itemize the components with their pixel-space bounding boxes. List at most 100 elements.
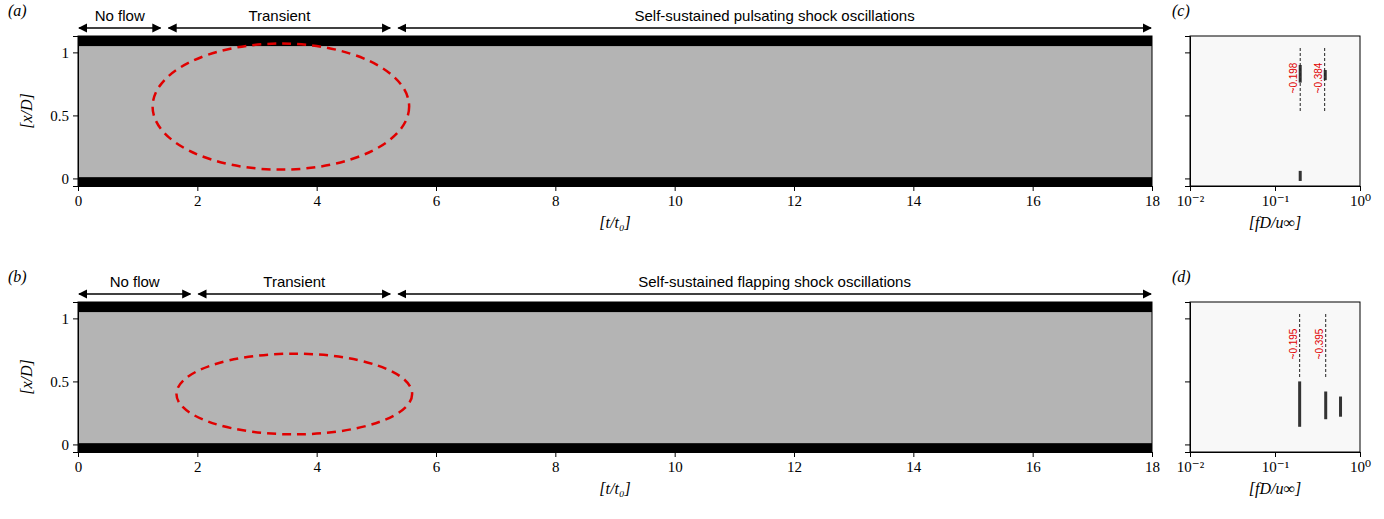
- tick: 16: [1026, 452, 1042, 475]
- axis-line: [1191, 187, 1361, 192]
- tick: 0.5: [50, 374, 78, 390]
- tick: [1185, 381, 1190, 382]
- tick: 0: [75, 186, 83, 209]
- marker-label: ~0.395: [1314, 328, 1325, 359]
- tick: 14: [906, 452, 922, 475]
- tick-mark: [1360, 452, 1361, 457]
- spectral-peak: [1324, 391, 1327, 419]
- tick: 10⁰: [1350, 452, 1371, 475]
- tick-label: 1: [62, 45, 70, 61]
- tick-mark: [1033, 186, 1034, 191]
- x-axis-title: [fD/u∞]: [1249, 480, 1301, 498]
- tick-label: 0.5: [50, 108, 69, 124]
- tick-label: 0: [62, 437, 70, 453]
- axis: 10⁻²10⁻¹10⁰: [1177, 452, 1371, 475]
- region-label: Self-sustained flapping shock oscillatio…: [638, 273, 911, 290]
- tick: [1185, 178, 1190, 179]
- tick-label: 0: [75, 459, 83, 475]
- panel-letter: (c): [1172, 2, 1190, 20]
- tick-mark: [1185, 444, 1190, 445]
- tick: 0: [62, 171, 79, 187]
- tick-mark: [1275, 452, 1276, 457]
- wall: [78, 302, 1152, 312]
- panel-letter: (d): [1172, 268, 1191, 286]
- region-label: Self-sustained pulsating shock oscillati…: [635, 7, 915, 24]
- axis: 00.51: [50, 303, 78, 453]
- tick-mark: [1033, 452, 1034, 457]
- axis-line: [1185, 37, 1191, 187]
- panel: 02468101214161800.51[t/t₀][x/D](b)No flo…: [8, 268, 1160, 497]
- tick-mark: [675, 186, 676, 191]
- axis-line: [79, 187, 1153, 192]
- panel-letter: (a): [8, 2, 27, 20]
- tick-mark: [1185, 381, 1190, 382]
- tick: 18: [1145, 186, 1160, 209]
- spectral-peak: [1339, 397, 1342, 417]
- marker-label: ~0.384: [1313, 62, 1324, 93]
- tick-label: 0: [62, 171, 70, 187]
- plot-frame: [1190, 36, 1360, 186]
- tick-label: 12: [787, 459, 802, 475]
- plot-marks: [1298, 314, 1342, 427]
- tick-mark: [73, 115, 78, 116]
- tick: 6: [433, 452, 441, 475]
- tick-mark: [913, 452, 914, 457]
- tick-label: 0: [75, 193, 83, 209]
- tick-label: 18: [1145, 459, 1160, 475]
- tick-label: 18: [1145, 193, 1160, 209]
- tick: [1185, 444, 1190, 445]
- tick: 14: [906, 186, 922, 209]
- tick-mark: [1185, 52, 1190, 53]
- tick: 6: [433, 186, 441, 209]
- spectral-peak: [1299, 171, 1302, 181]
- axis-line: [79, 453, 1153, 458]
- plot-marks: [1299, 48, 1327, 181]
- tick-label: 16: [1026, 459, 1042, 475]
- tick-label: 10⁰: [1350, 193, 1371, 209]
- wall: [78, 443, 1152, 452]
- tick-mark: [73, 178, 78, 179]
- wall: [78, 36, 1152, 46]
- tick: 10⁻¹: [1262, 452, 1289, 475]
- tick: 0: [62, 437, 79, 453]
- tick: 1: [62, 311, 79, 327]
- tick-mark: [1360, 186, 1361, 191]
- tick: 1: [62, 45, 79, 61]
- tick: 8: [552, 452, 560, 475]
- tick-label: 10: [668, 459, 683, 475]
- tick-label: 16: [1026, 193, 1042, 209]
- marker-label: ~0.195: [1288, 328, 1299, 359]
- tick-mark: [73, 381, 78, 382]
- plot-marks: [78, 36, 1152, 186]
- tick-mark: [794, 452, 795, 457]
- tick: 12: [787, 186, 802, 209]
- region-arrow: [79, 27, 161, 28]
- tick-mark: [436, 186, 437, 191]
- tick-label: 2: [194, 193, 202, 209]
- tick-label: 1: [62, 311, 70, 327]
- marker-label: ~0.198: [1288, 62, 1299, 93]
- tick: [1185, 318, 1190, 319]
- axis: [1185, 37, 1191, 187]
- y-axis-title: [x/D]: [18, 359, 35, 395]
- region-arrow: [398, 293, 1151, 294]
- tick-mark: [1185, 178, 1190, 179]
- tick-mark: [197, 186, 198, 191]
- tick-mark: [794, 186, 795, 191]
- tick: 0: [75, 452, 83, 475]
- wall: [78, 177, 1152, 186]
- plot-frame: [1190, 302, 1360, 452]
- plot-background: [1190, 302, 1360, 452]
- tick-label: 10⁻¹: [1262, 193, 1289, 209]
- plot-background: [78, 302, 1152, 452]
- tick-mark: [1275, 186, 1276, 191]
- tick-label: 8: [552, 193, 560, 209]
- tick: [1185, 115, 1190, 116]
- tick-label: 6: [433, 459, 441, 475]
- plot-marks: [78, 302, 1152, 452]
- marker-line: [1299, 314, 1300, 377]
- tick-label: 10⁻¹: [1262, 459, 1289, 475]
- tick-mark: [317, 186, 318, 191]
- tick-label: 10⁻²: [1177, 193, 1205, 209]
- plot-frame: [78, 36, 1152, 186]
